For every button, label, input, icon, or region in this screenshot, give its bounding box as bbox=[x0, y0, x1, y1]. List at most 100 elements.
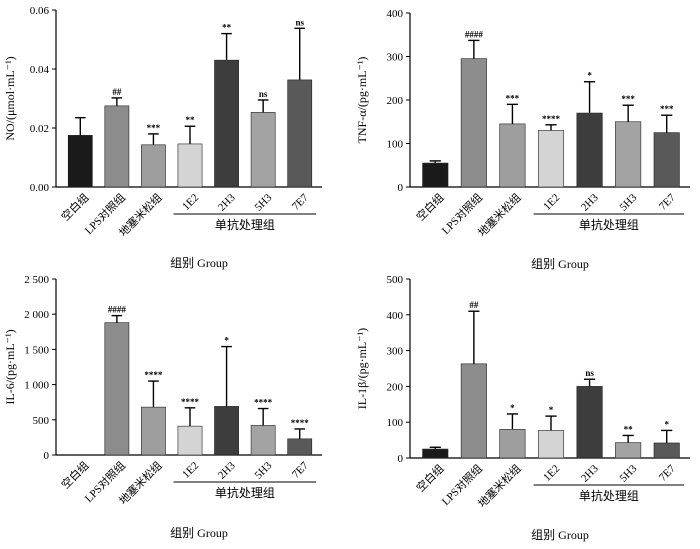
x-tick-label: 2H3 bbox=[579, 462, 601, 484]
y-tick-label: 100 bbox=[387, 417, 404, 429]
significance-label: ns bbox=[295, 17, 304, 27]
group-bracket-label: 单抗处理组 bbox=[579, 217, 639, 232]
bar-IL1b-5 bbox=[615, 442, 642, 459]
bar-IL6-4 bbox=[214, 406, 239, 456]
significance-label: *** bbox=[660, 104, 674, 114]
y-tick-label: 0.02 bbox=[30, 123, 49, 135]
significance-label: * bbox=[549, 405, 554, 415]
significance-label: ## bbox=[469, 300, 479, 310]
y-axis-title: IL-1β/(pg·mL⁻¹) bbox=[355, 328, 369, 409]
group-bracket-label: 单抗处理组 bbox=[579, 488, 639, 503]
x-tick-label: 空白组 bbox=[58, 458, 91, 491]
y-tick-label: 400 bbox=[387, 8, 404, 20]
x-axis-title: 组别 Group bbox=[170, 256, 228, 270]
y-tick-label: 0 bbox=[44, 450, 50, 462]
group-bracket-label: 单抗处理组 bbox=[215, 217, 275, 232]
significance-label: ns bbox=[585, 368, 594, 378]
y-tick-label: 0.00 bbox=[30, 182, 50, 194]
significance-label: * bbox=[224, 336, 229, 346]
bar-IL6-2 bbox=[141, 406, 166, 456]
y-tick-label: 0.06 bbox=[30, 5, 50, 17]
x-tick-label: 5H3 bbox=[252, 191, 274, 213]
y-tick-label: 400 bbox=[387, 310, 404, 322]
bar-IL6-6 bbox=[287, 438, 313, 456]
x-tick-label: 7E7 bbox=[657, 191, 678, 212]
y-tick-label: 0 bbox=[398, 182, 404, 194]
bar-IL1b-3 bbox=[537, 430, 565, 459]
x-tick-label: 1E2 bbox=[541, 192, 562, 213]
y-tick-label: 300 bbox=[387, 52, 404, 64]
y-axis-title: TNF-α/(pg·mL⁻¹) bbox=[355, 57, 369, 144]
bar-TNF-6 bbox=[653, 132, 680, 188]
x-tick-label: 空白组 bbox=[58, 190, 91, 223]
y-tick-label: 100 bbox=[387, 139, 404, 151]
chart-panel-TNF: 0100200300400TNF-α/(pg·mL⁻¹)空白组####LPS对照… bbox=[355, 8, 690, 271]
significance-label: ** bbox=[222, 23, 232, 33]
chart-panel-NO: 0.000.020.040.06NO/(μmol·mL⁻¹)空白组##LPS对照… bbox=[3, 5, 322, 270]
significance-label: * bbox=[510, 403, 515, 413]
y-tick-label: 2 000 bbox=[24, 309, 49, 321]
bar-NO-2 bbox=[141, 144, 166, 188]
bar-TNF-3 bbox=[537, 130, 565, 188]
significance-label: #### bbox=[108, 305, 127, 315]
x-tick-label: 5H3 bbox=[252, 459, 274, 481]
x-tick-label: 2H3 bbox=[579, 191, 601, 213]
significance-label: * bbox=[664, 419, 669, 429]
bar-TNF-0 bbox=[422, 162, 449, 188]
x-tick-label: 7E7 bbox=[657, 462, 678, 483]
y-tick-label: 200 bbox=[387, 381, 404, 393]
bar-NO-3 bbox=[177, 143, 203, 188]
bar-IL1b-6 bbox=[653, 442, 680, 459]
x-tick-label: 空白组 bbox=[413, 461, 446, 494]
significance-label: ## bbox=[112, 87, 122, 97]
y-tick-label: 300 bbox=[387, 346, 404, 358]
bar-NO-0 bbox=[67, 135, 93, 188]
bar-NO-6 bbox=[287, 79, 313, 188]
x-axis-title: 组别 Group bbox=[170, 526, 228, 540]
x-tick-label: 空白组 bbox=[413, 190, 446, 223]
bar-IL1b-2 bbox=[499, 429, 526, 459]
y-tick-label: 200 bbox=[387, 95, 404, 107]
significance-label: *** bbox=[506, 93, 520, 103]
bar-TNF-4 bbox=[576, 112, 603, 188]
x-axis-title: 组别 Group bbox=[531, 257, 589, 271]
significance-label: ** bbox=[186, 115, 196, 125]
significance-label: ** bbox=[624, 424, 634, 434]
x-tick-label: 7E7 bbox=[290, 191, 311, 212]
bar-IL1b-1 bbox=[460, 363, 487, 459]
x-tick-label: 2H3 bbox=[216, 191, 238, 213]
bar-NO-4 bbox=[214, 59, 239, 188]
y-tick-label: 0 bbox=[398, 453, 404, 465]
x-tick-label: 7E7 bbox=[290, 459, 311, 480]
significance-label: **** bbox=[291, 418, 310, 428]
group-bracket-label: 单抗处理组 bbox=[215, 485, 275, 500]
significance-label: * bbox=[587, 71, 592, 81]
x-axis-title: 组别 Group bbox=[531, 528, 589, 542]
bar-TNF-2 bbox=[499, 123, 526, 188]
significance-label: **** bbox=[181, 397, 200, 407]
bar-TNF-5 bbox=[615, 121, 642, 188]
y-tick-label: 500 bbox=[387, 274, 404, 286]
bar-IL1b-0 bbox=[422, 448, 449, 459]
x-tick-label: 1E2 bbox=[180, 460, 201, 481]
bar-IL1b-4 bbox=[576, 386, 603, 459]
significance-label: **** bbox=[542, 114, 561, 124]
bar-IL6-3 bbox=[177, 425, 203, 456]
bar-TNF-1 bbox=[460, 58, 487, 188]
significance-label: ns bbox=[259, 89, 268, 99]
chart-panel-IL1b: 0100200300400500IL-1β/(pg·mL⁻¹)空白组##LPS对… bbox=[355, 274, 690, 542]
y-tick-label: 500 bbox=[33, 415, 50, 427]
bar-NO-1 bbox=[104, 105, 130, 188]
significance-label: *** bbox=[147, 123, 161, 133]
y-tick-label: 1 500 bbox=[24, 344, 49, 356]
bar-IL6-5 bbox=[250, 425, 276, 456]
x-tick-label: 2H3 bbox=[216, 459, 238, 481]
chart-panel-IL6: 0 500 1 000 1 500 2 000 2 500 IL-6/(pg·mL⁻¹) 空白… bbox=[3, 274, 322, 540]
significance-label: **** bbox=[254, 398, 273, 408]
y-axis-title: NO/(μmol·mL⁻¹) bbox=[3, 56, 17, 140]
significance-label: *** bbox=[621, 94, 635, 104]
bar-NO-5 bbox=[250, 112, 276, 188]
significance-label: **** bbox=[144, 370, 163, 380]
x-tick-label: 5H3 bbox=[617, 191, 639, 213]
